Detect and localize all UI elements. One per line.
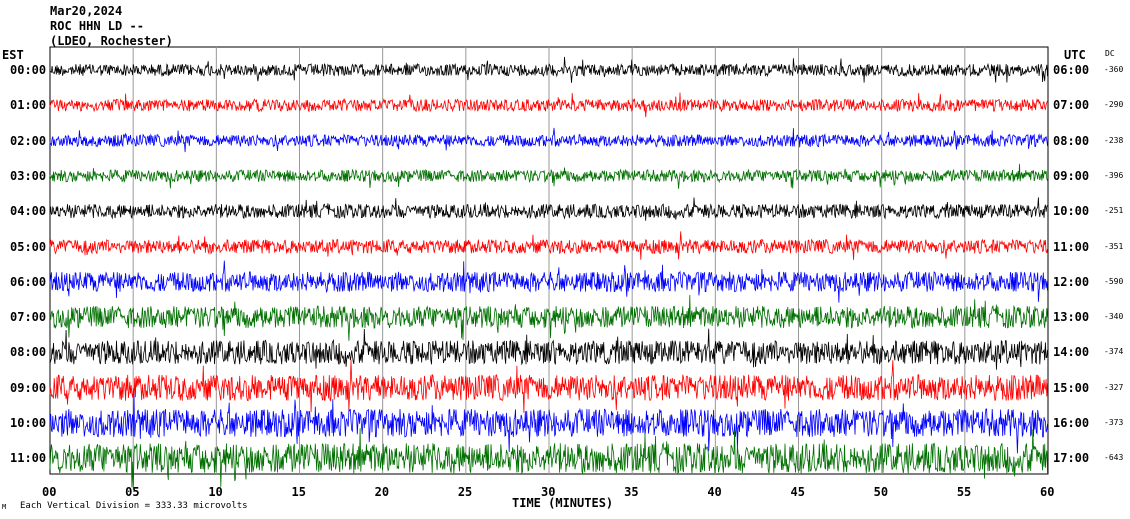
utc-row-label: 12:00 <box>1053 274 1090 289</box>
trace-0000 <box>49 56 1048 83</box>
est-row-label: 08:00 <box>10 345 47 360</box>
est-axis-title: EST <box>2 48 24 62</box>
utc-axis-title: UTC <box>1064 48 1086 62</box>
x-tick-label: 20 <box>374 485 390 499</box>
trace-1000 <box>49 394 1048 454</box>
utc-row-label: 10:00 <box>1053 204 1090 219</box>
network-label: (LDEO, Rochester) <box>50 34 173 48</box>
utc-row-label: 16:00 <box>1053 416 1090 430</box>
date-label: Mar20,2024 <box>50 4 123 18</box>
x-tick-label: 15 <box>291 485 306 499</box>
utc-row-label: 07:00 <box>1053 98 1090 113</box>
utc-row-label: 14:00 <box>1053 345 1090 360</box>
trace-0600 <box>49 260 1048 303</box>
trace-0500 <box>49 231 1048 260</box>
trace-0200 <box>49 127 1048 153</box>
utc-row-label: 08:00 <box>1053 133 1090 148</box>
dc-offset-value: -360 <box>1104 65 1124 74</box>
est-row-label: 00:00 <box>10 63 47 77</box>
x-tick-label: 50 <box>873 485 889 499</box>
trace-0800 <box>49 328 1048 370</box>
utc-row-label: 11:00 <box>1053 239 1090 254</box>
x-tick-label: 05 <box>125 485 140 499</box>
est-row-label: 01:00 <box>10 98 47 113</box>
est-row-label: 04:00 <box>10 204 47 219</box>
trace-0900 <box>49 359 1048 413</box>
dc-offset-value: -251 <box>1104 206 1124 216</box>
station-label: ROC HHN LD -- <box>50 19 144 33</box>
dc-offset-value: -340 <box>1104 312 1124 322</box>
dc-offset-value: -373 <box>1104 418 1124 427</box>
dc-offset-value: -327 <box>1104 382 1124 392</box>
trace-0700 <box>49 294 1048 341</box>
est-row-label: 10:00 <box>10 416 47 430</box>
est-row-label: 03:00 <box>10 168 47 183</box>
utc-row-label: 17:00 <box>1053 451 1090 466</box>
scale-note: Each Vertical Division = 333.33 microvol… <box>20 501 248 511</box>
x-tick-label: 25 <box>457 485 473 499</box>
est-row-label: 09:00 <box>10 380 47 395</box>
est-row-label: 02:00 <box>10 133 47 148</box>
x-tick-label: 00 <box>42 485 57 499</box>
utc-row-label: 09:00 <box>1053 168 1090 183</box>
dc-offset-value: -290 <box>1104 100 1124 110</box>
x-tick-label: 55 <box>956 485 972 499</box>
dc-offset-value: -374 <box>1104 347 1124 357</box>
trace-1100 <box>49 428 1048 490</box>
dc-offset-value: -351 <box>1104 241 1124 251</box>
utc-row-label: 15:00 <box>1053 380 1090 395</box>
est-row-label: 06:00 <box>10 274 47 289</box>
est-row-label: 11:00 <box>10 451 47 466</box>
dc-title: DC <box>1105 49 1115 58</box>
x-tick-label: 30 <box>541 485 556 499</box>
est-row-label: 07:00 <box>10 310 47 325</box>
dc-offset-value: -590 <box>1104 276 1124 286</box>
x-tick-label: 35 <box>624 485 639 499</box>
trace-0100 <box>49 92 1048 118</box>
trace-0400 <box>49 197 1048 221</box>
dc-offset-value: -238 <box>1104 135 1124 145</box>
est-row-label: 05:00 <box>10 239 47 254</box>
trace-0300 <box>49 163 1048 189</box>
logo: M <box>2 503 7 511</box>
x-tick-label: 10 <box>208 485 223 499</box>
x-tick-label: 60 <box>1040 485 1055 499</box>
x-tick-label: 40 <box>707 485 722 499</box>
utc-row-label: 06:00 <box>1053 63 1090 77</box>
dc-offset-value: -396 <box>1104 170 1124 180</box>
x-tick-label: 45 <box>790 485 805 499</box>
utc-row-label: 13:00 <box>1053 310 1090 325</box>
x-axis-label: TIME (MINUTES) <box>512 496 614 510</box>
dc-offset-value: -643 <box>1104 453 1124 463</box>
